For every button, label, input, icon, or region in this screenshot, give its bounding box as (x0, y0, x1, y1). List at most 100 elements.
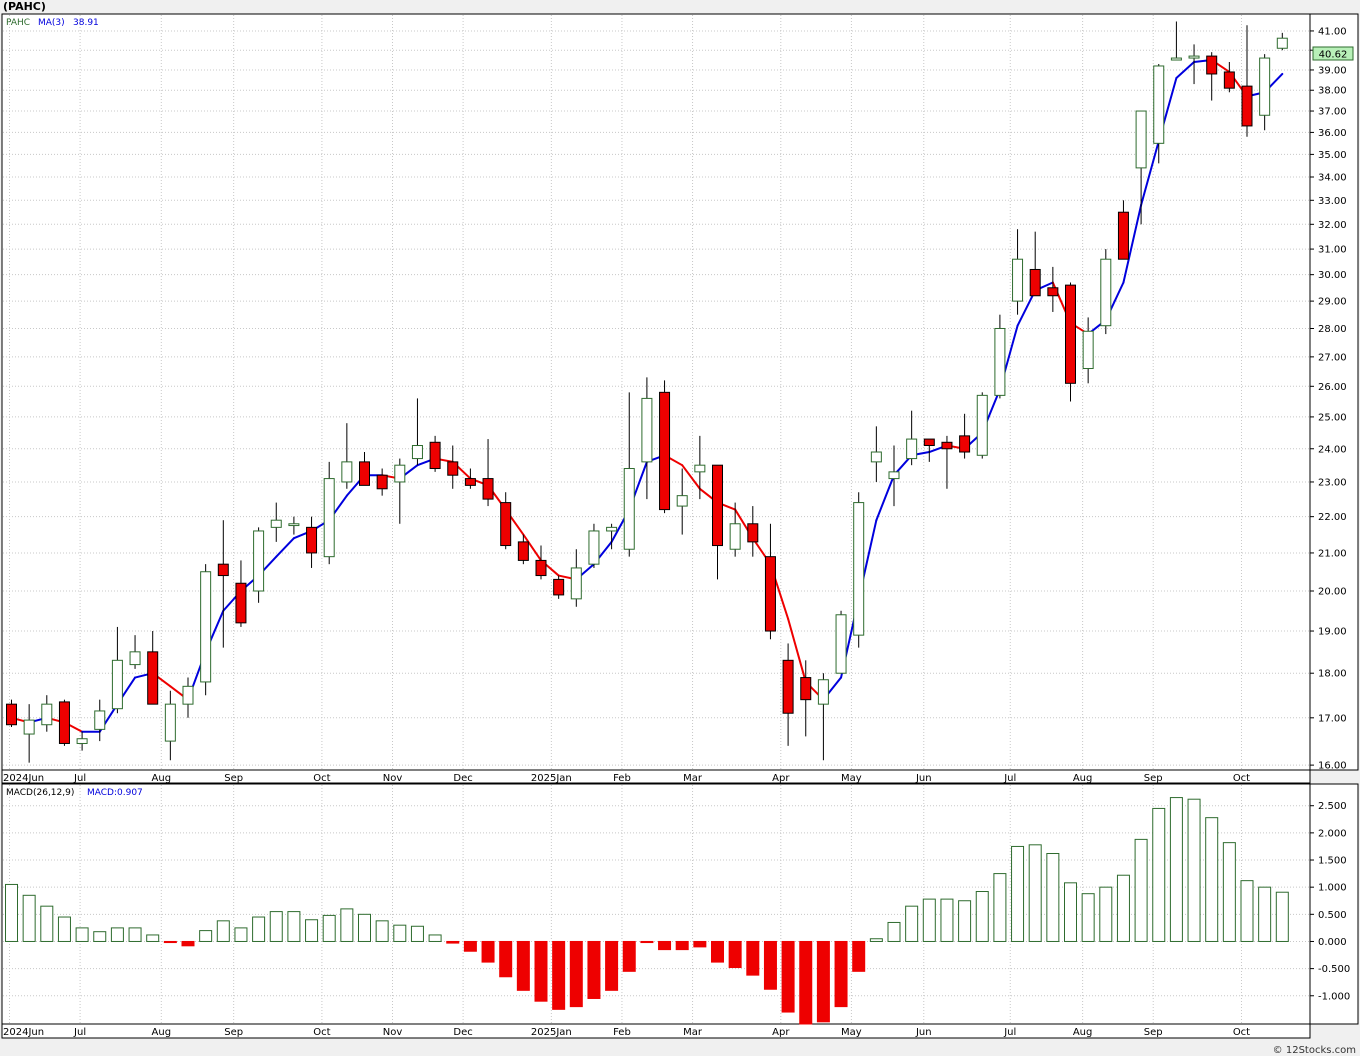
macd-tick-label: 1.000 (1318, 883, 1347, 894)
macd-bar-positive (905, 905, 919, 942)
candle-body-up (76, 738, 88, 744)
macd-bar-negative (163, 940, 177, 944)
macd-date-label: Jun (915, 1027, 932, 1038)
candle-body-up (164, 703, 176, 742)
legend-ma-value: 38.91 (73, 18, 99, 28)
candle (923, 438, 935, 462)
candle-body-up (1012, 258, 1024, 302)
candle (94, 699, 106, 742)
macd-bar-negative (816, 940, 830, 1023)
macd-bar-positive (305, 919, 319, 942)
candle (888, 445, 900, 507)
macd-bar-positive (269, 911, 283, 942)
candle-body-down (500, 502, 512, 547)
candle (535, 545, 547, 580)
macd-tick-label: 1.500 (1318, 856, 1347, 867)
candle-body-down (553, 578, 565, 596)
candle (217, 520, 229, 648)
candle (976, 392, 988, 459)
candle (676, 468, 688, 535)
macd-bar-positive (1258, 886, 1272, 942)
candle (641, 377, 653, 500)
macd-bar-positive (234, 927, 248, 942)
price-tick-label: 22.00 (1318, 512, 1347, 523)
macd-bar-negative (746, 940, 760, 976)
candle (1188, 44, 1200, 85)
macd-bar-positive (358, 913, 371, 942)
macd-date-label: 2024Jun (3, 1027, 44, 1038)
candle (1117, 200, 1129, 260)
candle-body-up (870, 451, 882, 463)
candle-body-down (535, 559, 547, 577)
candle-body-up (729, 523, 741, 550)
candle-body-up (817, 679, 829, 705)
price-axis-panel (1309, 13, 1359, 771)
macd-bar-positive (958, 900, 972, 942)
candle (1153, 63, 1165, 164)
candle (1276, 32, 1288, 51)
candle (853, 492, 865, 648)
macd-bar-negative (640, 940, 654, 944)
candle-body-up (906, 438, 918, 460)
candle-body-up (888, 471, 900, 480)
price-tick-labels: 16.00 17.00 18.00 19.00 20.00 21.00 22.00 23.00… (1310, 26, 1347, 772)
date-label: May (841, 773, 862, 784)
price-tick-label: 37.00 (1318, 107, 1347, 118)
candle-body-up (694, 464, 706, 473)
macd-bar-positive (375, 920, 389, 942)
candle-body-up (976, 394, 988, 456)
candle (764, 523, 776, 640)
candle-body-up (570, 567, 582, 600)
date-label: Jul (73, 773, 86, 784)
candle-body-up (1135, 110, 1147, 169)
macd-bar-positive (940, 898, 954, 942)
macd-date-label: Sep (1144, 1027, 1163, 1038)
macd-date-label: Apr (772, 1027, 790, 1038)
candle (835, 610, 847, 674)
candle-body-up (200, 571, 212, 683)
candle (1241, 25, 1253, 137)
macd-bar-positive (1205, 817, 1219, 942)
macd-bar-positive (216, 920, 230, 942)
candle-body-up (1100, 258, 1112, 327)
macd-tick-label: 2.500 (1318, 801, 1347, 812)
price-tick-label: 41.00 (1318, 26, 1347, 37)
price-tick-label: 35.00 (1318, 150, 1347, 161)
macd-bar-negative (587, 940, 601, 999)
macd-bar-positive (1116, 874, 1130, 942)
date-labels: 2024Jun 2024Jun Jul Jul Aug Aug Sep Sep Oct Oct No… (3, 773, 1250, 1038)
candle-body-up (394, 464, 406, 483)
candle (870, 426, 882, 482)
candle (359, 452, 370, 486)
macd-bar-positive (146, 934, 160, 942)
macd-bar-positive (1187, 798, 1201, 942)
candle (147, 631, 159, 705)
price-tick-label: 32.00 (1318, 220, 1347, 231)
candle-body-down (800, 677, 812, 701)
candle (253, 527, 265, 603)
macd-bar-positive (22, 894, 36, 942)
price-tick-label: 36.00 (1318, 128, 1347, 139)
macd-date-label: Dec (453, 1027, 472, 1038)
macd-bar-positive (1152, 807, 1166, 942)
candle-body-down (747, 523, 759, 543)
candle (712, 464, 723, 580)
candle (235, 560, 247, 627)
macd-bar-positive (252, 916, 266, 942)
macd-bar-positive (75, 927, 89, 942)
candle-body-up (606, 526, 618, 532)
ticker-title: (PAHC) (3, 0, 46, 13)
macd-bar-positive (869, 938, 883, 942)
date-label: Dec (453, 773, 472, 784)
price-tick-label: 28.00 (1318, 324, 1347, 335)
candle (341, 423, 353, 489)
last-price-box (1312, 46, 1354, 61)
date-label: 2024Jun (3, 773, 44, 784)
candle-body-down (235, 582, 247, 624)
candle (941, 435, 953, 489)
macd-bar-negative (516, 940, 530, 991)
candle (1065, 282, 1076, 402)
macd-tick-label: -1.000 (1318, 991, 1350, 1002)
